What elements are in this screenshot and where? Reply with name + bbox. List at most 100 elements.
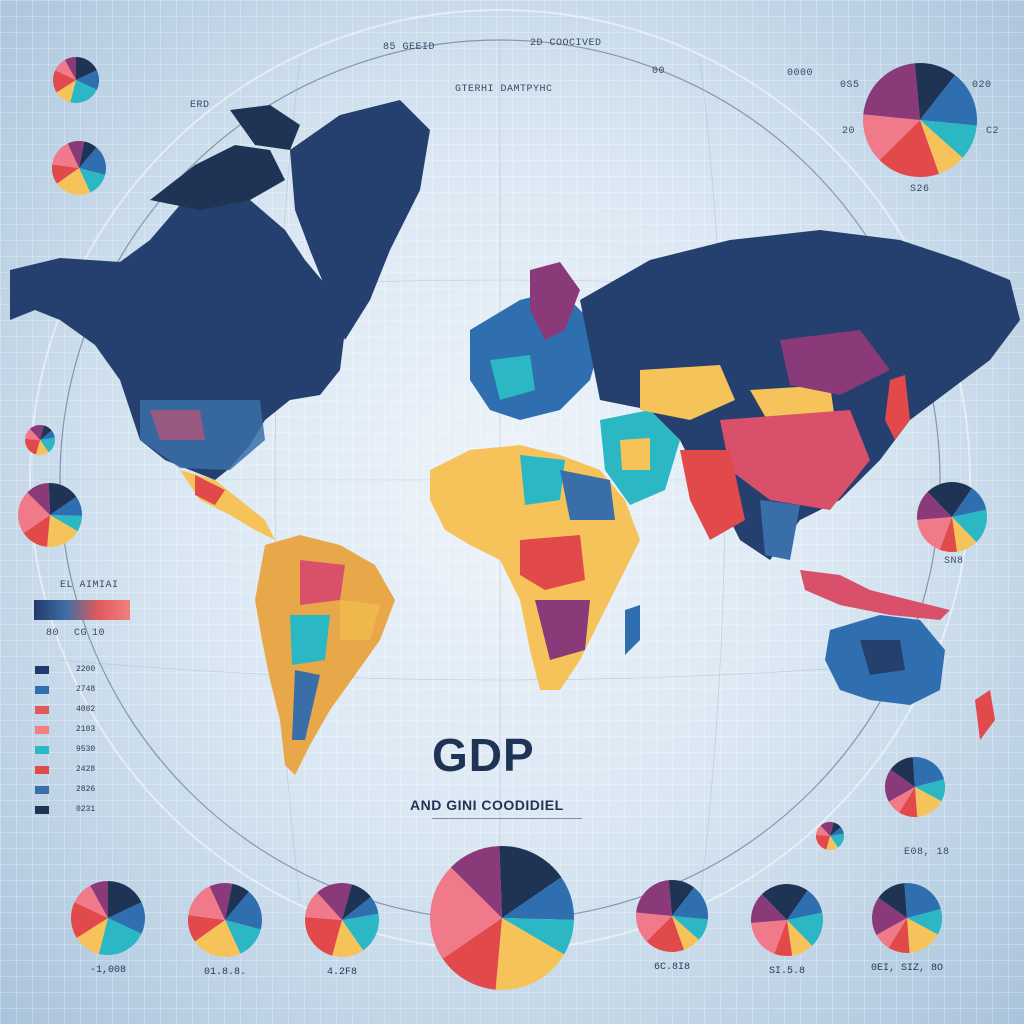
side-pie-chart <box>816 822 844 850</box>
pie-slice <box>74 885 108 918</box>
map-caption: GTERHI DAMTPYHC <box>455 84 553 95</box>
pie-slice <box>914 63 956 120</box>
pie-slice <box>878 883 907 918</box>
side-pie-chart <box>52 141 106 195</box>
pie-slice <box>502 877 574 920</box>
pie-slice <box>499 846 562 918</box>
southeast-asia-islands <box>800 570 950 620</box>
pie-slice <box>57 168 91 195</box>
pie-slice <box>636 880 672 916</box>
bottom-pie-chart <box>872 883 942 953</box>
pie-slice <box>194 920 241 957</box>
pie-slice <box>342 896 379 920</box>
pie-slice <box>40 425 52 440</box>
legend-range-right: 10 <box>92 628 106 639</box>
pie-slice <box>876 918 907 948</box>
legend-value: 2103 <box>76 725 96 734</box>
pie-slice <box>761 884 808 920</box>
legend-swatch <box>35 726 49 734</box>
pie-slice <box>56 80 76 103</box>
pie-slice <box>52 164 79 184</box>
pie-slice <box>48 483 77 515</box>
pie-slice <box>917 517 952 550</box>
pie-slice <box>820 822 834 836</box>
pie-slice <box>952 517 977 552</box>
subtitle-rule <box>432 818 582 819</box>
pie-slice <box>79 147 106 175</box>
pie-slice <box>108 881 142 918</box>
pie-slice <box>29 425 44 440</box>
pie-slice <box>672 916 699 950</box>
side-pie-chart <box>863 63 977 177</box>
pie-slice <box>672 887 708 920</box>
pie-slice <box>830 822 841 836</box>
pie-slice <box>71 902 108 938</box>
pie-slice <box>76 57 97 80</box>
bottom-pie-chart <box>71 881 145 955</box>
pie-slice <box>67 141 85 168</box>
pie-slice <box>52 143 79 168</box>
pie-slice <box>25 438 40 455</box>
legend-swatch <box>35 806 49 814</box>
pie-slice <box>952 488 987 517</box>
pie-slice <box>502 918 574 955</box>
pie-slice <box>888 787 915 813</box>
pie-slice <box>225 883 249 920</box>
pie-slice <box>920 120 977 158</box>
pie-slice <box>646 916 685 952</box>
pie-slice <box>912 757 944 787</box>
legend-value: 2826 <box>76 785 96 794</box>
pie-slice <box>927 482 973 517</box>
legend-heading: EL AIMIAI <box>60 580 119 591</box>
legend-swatch <box>35 786 49 794</box>
pie-slice <box>64 57 76 80</box>
pie-slice <box>890 757 915 787</box>
pie-slice <box>188 886 225 920</box>
pie-slice <box>751 920 787 954</box>
pie-slice <box>863 63 920 120</box>
pie-slice <box>225 920 261 954</box>
pie-slice <box>76 70 99 90</box>
pie-slice <box>79 168 106 193</box>
pie-slice <box>225 891 262 930</box>
pie-slice <box>872 897 907 936</box>
pie-slice <box>915 787 942 817</box>
legend-value: 2748 <box>76 685 96 694</box>
pie-slice <box>899 787 918 817</box>
top-left-label: 85 GEEID <box>383 42 436 53</box>
pie-slice <box>23 515 50 547</box>
bottom-pie-chart <box>188 883 262 957</box>
pie-slice <box>904 883 941 918</box>
bottom-pie-label: 01.8.8. <box>203 967 246 978</box>
legend-value: 0231 <box>76 805 96 814</box>
pie-slice <box>76 918 108 954</box>
pie-tr-right-label: 020 <box>972 80 992 91</box>
pie-slice <box>98 918 142 955</box>
bottom-pie-label: 6C.8I8 <box>653 962 690 973</box>
pie-tr-left-label: 0S5 <box>840 80 860 91</box>
bottom-pie-chart <box>430 846 574 990</box>
pie-slice <box>787 920 813 956</box>
pie-slice <box>40 430 55 440</box>
legend-value: 4082 <box>76 705 96 714</box>
legend-range-left: 80 <box>46 628 60 639</box>
pie-slice <box>305 917 342 956</box>
pie-slice <box>40 437 55 453</box>
pie-tr-right2-label: C2 <box>986 126 1000 137</box>
bottom-pie-label: SI.5.8 <box>768 966 805 977</box>
pie-slice <box>907 908 942 935</box>
pie-slice <box>826 836 839 850</box>
side-pie-chart <box>53 57 99 103</box>
pie-slice <box>888 918 910 953</box>
pie-slice <box>816 825 830 836</box>
pie-slice <box>863 114 920 161</box>
top-right-code: 00 <box>652 66 666 77</box>
left-code-label: ERD <box>190 100 210 111</box>
page-subtitle: AND GINI COODIDIEL <box>410 797 564 813</box>
legend-range-mid: CG <box>74 628 88 639</box>
pie-slice <box>442 918 502 990</box>
side-pie-chart <box>917 482 987 552</box>
legend-value: 9530 <box>76 745 96 754</box>
pie-slice <box>305 892 342 920</box>
